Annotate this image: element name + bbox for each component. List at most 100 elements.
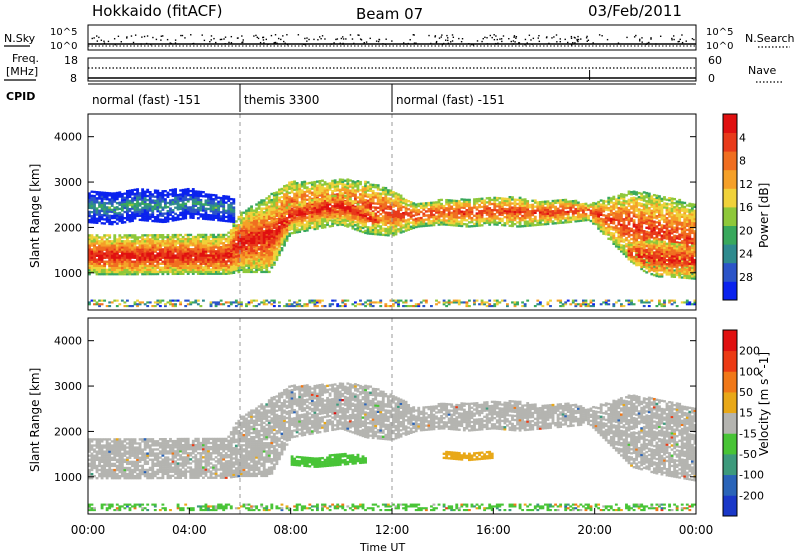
nsky-point bbox=[671, 37, 673, 40]
echo-cell bbox=[321, 193, 324, 197]
echo-cell bbox=[447, 223, 451, 227]
echo-cell bbox=[326, 184, 329, 188]
echo-cell bbox=[148, 260, 152, 263]
echo-cell bbox=[538, 211, 542, 214]
echo-cell bbox=[690, 227, 694, 230]
echo-cell bbox=[450, 223, 454, 227]
echo-cell bbox=[556, 209, 560, 212]
echo-cell bbox=[128, 244, 132, 247]
echo-cell bbox=[673, 236, 677, 240]
echo-cell bbox=[544, 223, 547, 226]
echo-cell bbox=[394, 224, 398, 228]
echo-cell bbox=[399, 219, 403, 222]
echo-cell bbox=[232, 226, 236, 230]
echo-cell bbox=[156, 246, 160, 249]
echo-cell bbox=[143, 262, 147, 265]
echo-cell bbox=[321, 210, 324, 213]
echo-cell bbox=[108, 256, 112, 260]
echo-cell bbox=[457, 202, 461, 205]
echo-cell bbox=[554, 201, 557, 205]
echo-cell bbox=[620, 213, 623, 216]
echo-cell bbox=[356, 180, 360, 183]
echo-cell bbox=[490, 213, 494, 216]
echo-cell bbox=[278, 245, 281, 249]
echo-cell bbox=[105, 256, 109, 259]
echo-cell bbox=[417, 217, 421, 220]
echo-cell bbox=[313, 189, 317, 192]
echo-cell bbox=[283, 244, 286, 247]
echo-cell bbox=[455, 210, 459, 213]
echo-cell bbox=[673, 216, 677, 219]
echo-cell bbox=[640, 235, 644, 238]
echo-cell bbox=[673, 214, 677, 217]
echo-cell bbox=[280, 195, 284, 199]
echo-cell bbox=[655, 217, 659, 220]
echo-cell bbox=[321, 179, 324, 182]
nsky-point bbox=[349, 34, 352, 36]
echo-cell bbox=[533, 211, 537, 215]
echo-cell bbox=[670, 203, 674, 206]
echo-cell bbox=[265, 211, 269, 214]
echo-cell bbox=[240, 221, 243, 225]
echo-cell bbox=[285, 239, 289, 242]
echo-cell bbox=[622, 205, 626, 209]
echo-cell bbox=[227, 258, 231, 261]
echo-cell bbox=[637, 232, 641, 236]
nsky-point bbox=[413, 34, 415, 36]
echo-cell bbox=[374, 192, 378, 195]
echo-cell bbox=[582, 202, 585, 206]
echo-cell bbox=[275, 197, 279, 200]
echo-cell bbox=[442, 215, 446, 218]
echo-cell bbox=[336, 217, 340, 221]
echo-cell bbox=[138, 266, 142, 270]
echo-cell bbox=[447, 199, 451, 202]
echo-cell bbox=[118, 264, 122, 267]
nave-label: Nave bbox=[748, 64, 776, 77]
echo-cell bbox=[169, 242, 172, 245]
echo-cell bbox=[199, 268, 203, 271]
echo-cell bbox=[404, 198, 408, 202]
echo-cell bbox=[399, 214, 403, 218]
echo-cell bbox=[166, 268, 170, 272]
echo-cell bbox=[128, 254, 132, 257]
echo-cell bbox=[498, 211, 502, 214]
echo-cell bbox=[90, 250, 94, 253]
nsky-point bbox=[286, 43, 289, 46]
echo-cell bbox=[498, 203, 502, 206]
echo-cell bbox=[399, 198, 403, 201]
echo-cell bbox=[131, 266, 134, 270]
echo-cell bbox=[376, 200, 380, 203]
echo-cell bbox=[364, 201, 367, 204]
nsky-point bbox=[143, 35, 146, 38]
echo-cell bbox=[688, 227, 692, 230]
echo-cell bbox=[614, 204, 618, 207]
echo-cell bbox=[670, 211, 674, 215]
echo-cell bbox=[359, 229, 362, 233]
echo-cell bbox=[440, 219, 443, 222]
echo-cell bbox=[313, 185, 317, 188]
echo-cell bbox=[270, 203, 274, 206]
echo-cell bbox=[316, 196, 319, 200]
echo-cell bbox=[559, 213, 563, 216]
nsky-point bbox=[555, 34, 558, 36]
nsky-point bbox=[130, 35, 133, 37]
echo-cell bbox=[556, 217, 560, 221]
echo-cell bbox=[602, 201, 606, 205]
echo-cell bbox=[224, 266, 228, 269]
echo-cell bbox=[513, 208, 517, 212]
echo-cell bbox=[620, 203, 623, 206]
echo-cell bbox=[685, 238, 689, 242]
echo-cell bbox=[498, 217, 502, 220]
echo-cell bbox=[531, 199, 535, 202]
echo-cell bbox=[93, 264, 96, 267]
echo-cell bbox=[427, 216, 431, 219]
echo-cell bbox=[493, 206, 497, 210]
echo-cell bbox=[658, 209, 661, 212]
echo-cell bbox=[288, 197, 291, 201]
echo-cell bbox=[508, 214, 512, 217]
echo-cell bbox=[217, 233, 221, 237]
echo-cell bbox=[95, 248, 99, 251]
echo-cell bbox=[493, 200, 497, 204]
echo-cell bbox=[665, 221, 669, 224]
echo-cell bbox=[693, 217, 697, 221]
